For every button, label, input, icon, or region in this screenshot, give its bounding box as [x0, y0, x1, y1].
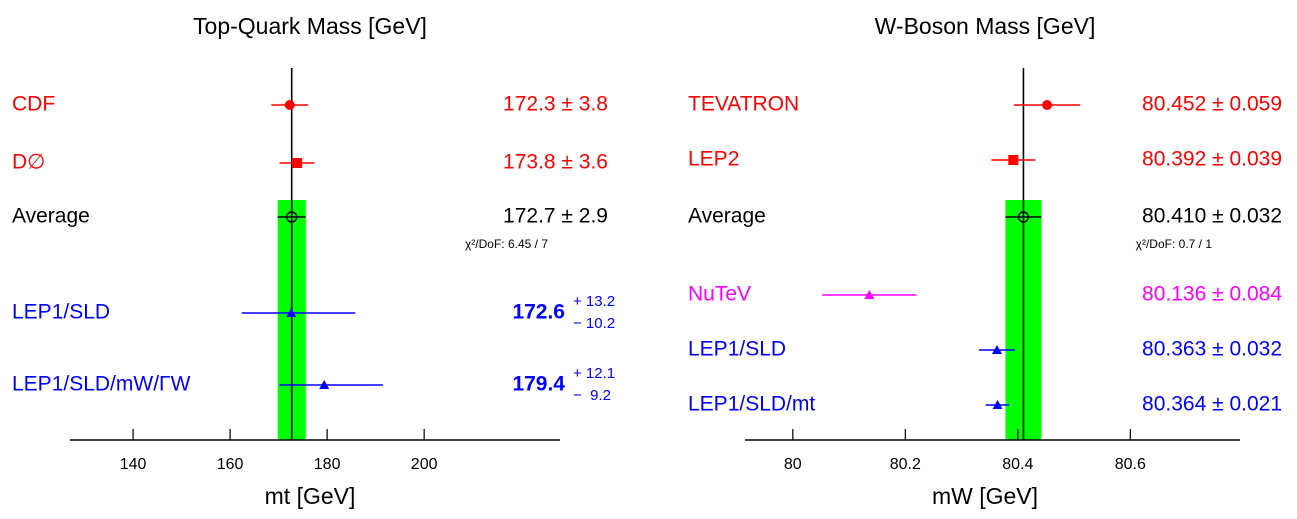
x-tick-label: 80.6: [1115, 456, 1146, 473]
x-tick-label: 200: [411, 456, 438, 473]
x-tick-label: 80: [784, 456, 802, 473]
annotation: χ²/DoF: 0.7 / 1: [1136, 237, 1213, 251]
value-label: 172.6: [512, 301, 565, 324]
x-tick-label: 160: [217, 456, 244, 473]
error-upper-label: + 12.1: [573, 365, 615, 382]
marker: [1042, 100, 1053, 110]
row-label: NuTeV: [688, 283, 751, 306]
marker: [992, 345, 1002, 354]
value-label: 179.4: [512, 373, 565, 396]
row-label: LEP1/SLD: [12, 301, 110, 324]
value-label: 173.8 ± 3.6: [503, 151, 608, 174]
row-label: LEP2: [688, 148, 739, 171]
marker: [292, 158, 303, 168]
chart-title: W-Boson Mass [GeV]: [875, 13, 1096, 39]
row-label: D∅: [12, 151, 45, 174]
marker: [992, 400, 1003, 409]
marker: [284, 100, 295, 110]
value-label: 80.364 ± 0.021: [1142, 393, 1282, 416]
error-lower-label: − 10.2: [573, 315, 615, 332]
row-label: LEP1/SLD/mt: [688, 393, 815, 416]
x-axis-label: mt [GeV]: [265, 483, 356, 509]
annotation: χ²/DoF: 6.45 / 7: [465, 237, 548, 251]
row-label: TEVATRON: [688, 93, 799, 116]
marker: [864, 290, 875, 299]
value-label: 172.3 ± 3.8: [503, 93, 608, 116]
error-upper-label: + 13.2: [573, 293, 615, 310]
marker: [286, 211, 298, 223]
row-label: CDF: [12, 93, 55, 116]
x-tick-label: 180: [314, 456, 341, 473]
marker: [319, 380, 330, 389]
value-label: 80.392 ± 0.039: [1142, 148, 1282, 171]
x-tick-label: 80.4: [1002, 456, 1033, 473]
row-label: Average: [12, 205, 90, 228]
x-tick-label: 80.2: [890, 456, 921, 473]
row-label: LEP1/SLD/mW/ΓW: [12, 373, 191, 396]
error-lower-label: − 9.2: [573, 387, 611, 404]
marker: [1008, 155, 1019, 165]
value-label: 80.363 ± 0.032: [1142, 338, 1282, 361]
x-axis-label: mW [GeV]: [932, 483, 1038, 509]
value-label: 172.7 ± 2.9: [503, 205, 608, 228]
value-label: 80.136 ± 0.084: [1142, 283, 1282, 306]
chart-title: Top-Quark Mass [GeV]: [193, 13, 427, 39]
marker: [286, 308, 297, 317]
value-label: 80.410 ± 0.032: [1142, 205, 1282, 228]
row-label: LEP1/SLD: [688, 338, 786, 361]
marker: [1017, 211, 1030, 223]
x-tick-label: 140: [120, 456, 147, 473]
value-label: 80.452 ± 0.059: [1142, 93, 1282, 116]
row-label: Average: [688, 205, 766, 228]
